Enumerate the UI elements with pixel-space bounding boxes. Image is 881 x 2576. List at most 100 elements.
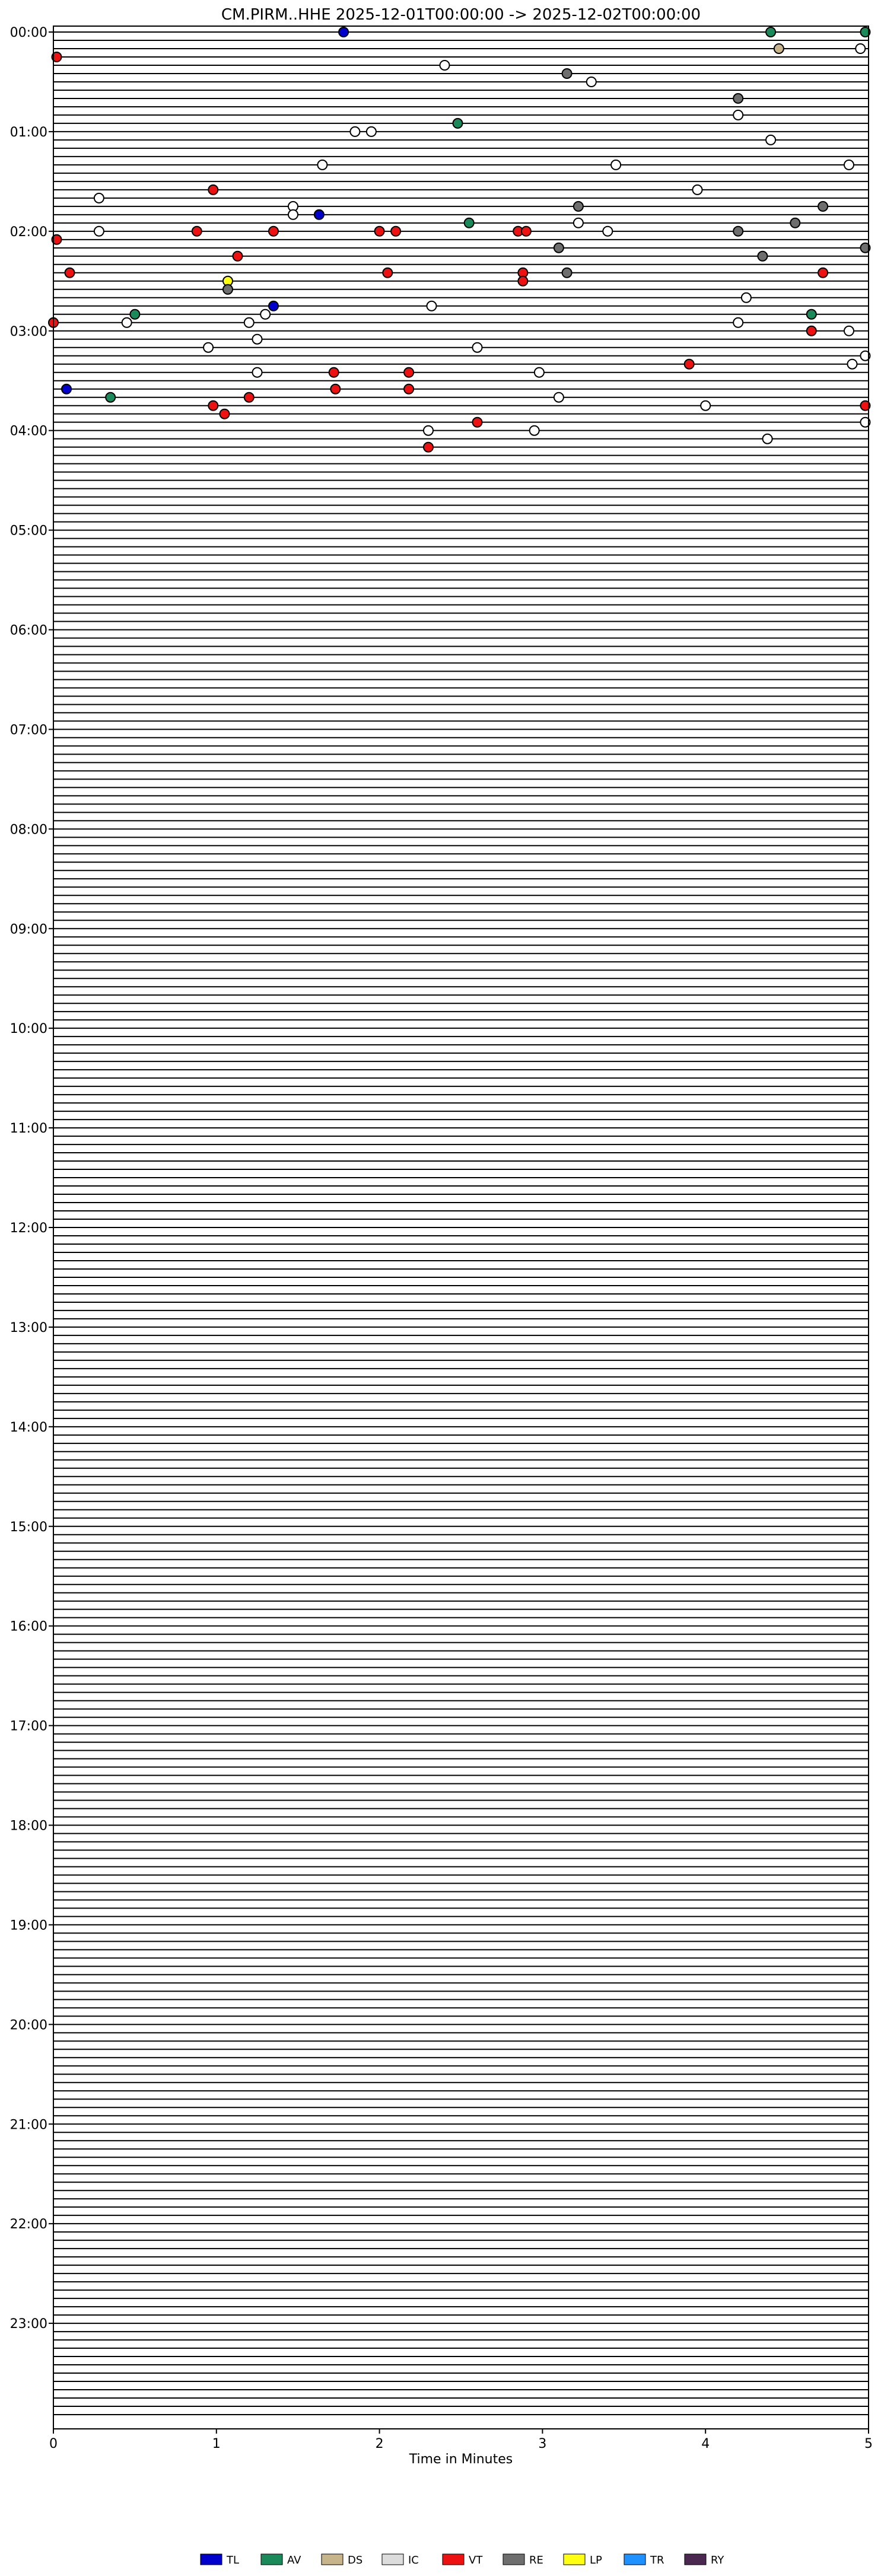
y-tick-label: 05:00 bbox=[10, 524, 47, 539]
legend-label: RE bbox=[529, 2554, 543, 2567]
event-marker bbox=[390, 225, 402, 237]
y-tick-label: 19:00 bbox=[10, 1918, 47, 1933]
event-marker bbox=[765, 134, 777, 145]
event-marker bbox=[232, 250, 243, 262]
y-tick-label: 09:00 bbox=[10, 922, 47, 937]
event-marker bbox=[252, 367, 263, 378]
event-marker bbox=[338, 27, 349, 37]
event-marker bbox=[733, 109, 744, 120]
legend-swatch bbox=[624, 2553, 646, 2565]
event-marker bbox=[520, 225, 532, 237]
legend-swatch bbox=[442, 2553, 465, 2565]
y-tick-label: 03:00 bbox=[10, 325, 47, 339]
y-tick-label: 14:00 bbox=[10, 1420, 47, 1435]
chart-title: CM.PIRM..HHE 2025-12-01T00:00:00 -> 2025… bbox=[221, 6, 701, 24]
legend-label: AV bbox=[287, 2554, 301, 2567]
event-marker bbox=[268, 225, 279, 237]
event-marker bbox=[860, 242, 871, 253]
event-marker bbox=[762, 433, 773, 444]
event-marker bbox=[586, 77, 597, 87]
x-tick-label: 4 bbox=[701, 2437, 710, 2451]
legend-label: VT bbox=[469, 2554, 483, 2567]
event-marker bbox=[208, 184, 219, 195]
event-marker bbox=[51, 234, 62, 245]
legend-label: TL bbox=[226, 2554, 239, 2567]
legend-swatch bbox=[260, 2553, 283, 2565]
event-marker bbox=[330, 383, 341, 395]
x-axis-label: Time in Minutes bbox=[409, 2452, 513, 2467]
event-marker bbox=[439, 60, 450, 71]
event-marker bbox=[423, 425, 434, 436]
event-marker bbox=[790, 217, 801, 228]
y-tick-label: 01:00 bbox=[10, 125, 47, 140]
event-marker bbox=[317, 159, 328, 170]
event-marker bbox=[740, 292, 752, 303]
event-marker bbox=[610, 159, 622, 170]
event-marker bbox=[51, 52, 62, 62]
legend-swatch bbox=[321, 2553, 344, 2565]
legend-swatch bbox=[563, 2553, 586, 2565]
event-marker bbox=[860, 400, 871, 411]
y-tick-label: 04:00 bbox=[10, 424, 47, 439]
event-marker bbox=[855, 43, 866, 54]
event-marker bbox=[860, 350, 871, 361]
event-marker bbox=[382, 267, 393, 278]
legend-swatch bbox=[381, 2553, 404, 2565]
y-tick-label: 22:00 bbox=[10, 2217, 47, 2232]
event-marker bbox=[208, 400, 219, 411]
event-marker bbox=[93, 225, 104, 237]
event-marker bbox=[472, 342, 483, 353]
event-marker bbox=[374, 225, 385, 237]
trace-lines bbox=[53, 31, 869, 2416]
event-marker bbox=[700, 400, 711, 411]
x-tick-label: 2 bbox=[376, 2437, 384, 2451]
legend-swatch bbox=[684, 2553, 707, 2565]
event-marker bbox=[733, 93, 744, 104]
event-marker bbox=[806, 309, 817, 320]
event-marker bbox=[121, 317, 132, 328]
y-tick-label: 17:00 bbox=[10, 1719, 47, 1734]
event-marker bbox=[403, 383, 415, 395]
event-marker bbox=[517, 275, 529, 287]
x-tick-label: 5 bbox=[864, 2437, 873, 2451]
event-marker bbox=[288, 209, 298, 220]
event-marker bbox=[313, 209, 325, 220]
event-marker bbox=[328, 367, 339, 378]
y-tick-label: 23:00 bbox=[10, 2317, 47, 2332]
event-marker bbox=[93, 192, 104, 203]
legend-label: RY bbox=[711, 2554, 724, 2567]
y-axis: 00:00 01:00 02:00 03:00 04:00 05:00 06:00 07:00… bbox=[10, 26, 53, 2332]
legend-label: DS bbox=[348, 2554, 362, 2567]
y-tick-label: 08:00 bbox=[10, 822, 47, 837]
event-marker bbox=[806, 325, 817, 336]
x-tick-label: 0 bbox=[49, 2437, 58, 2451]
event-marker bbox=[553, 242, 564, 253]
event-marker bbox=[219, 408, 230, 419]
event-marker bbox=[426, 300, 437, 311]
y-tick-label: 12:00 bbox=[10, 1221, 47, 1236]
event-marker bbox=[64, 267, 75, 278]
y-tick-label: 18:00 bbox=[10, 1819, 47, 1834]
event-marker bbox=[573, 201, 584, 212]
event-markers bbox=[48, 27, 871, 453]
event-marker bbox=[129, 309, 141, 320]
event-marker bbox=[260, 309, 271, 320]
event-marker bbox=[733, 225, 744, 237]
event-marker bbox=[463, 217, 475, 228]
event-marker bbox=[553, 392, 564, 403]
event-marker bbox=[191, 225, 202, 237]
event-marker bbox=[773, 43, 784, 54]
y-tick-label: 07:00 bbox=[10, 723, 47, 737]
event-marker bbox=[452, 117, 463, 129]
event-marker bbox=[472, 416, 483, 428]
event-marker bbox=[203, 342, 214, 353]
legend-label: TR bbox=[650, 2554, 664, 2567]
y-tick-label: 21:00 bbox=[10, 2117, 47, 2132]
x-tick-label: 3 bbox=[538, 2437, 546, 2451]
event-marker bbox=[860, 416, 871, 428]
event-marker bbox=[222, 284, 233, 295]
y-tick-label: 02:00 bbox=[10, 225, 47, 240]
legend: TL AV DS IC VT RE LP TR RY bbox=[200, 2553, 724, 2567]
event-marker bbox=[573, 217, 584, 228]
